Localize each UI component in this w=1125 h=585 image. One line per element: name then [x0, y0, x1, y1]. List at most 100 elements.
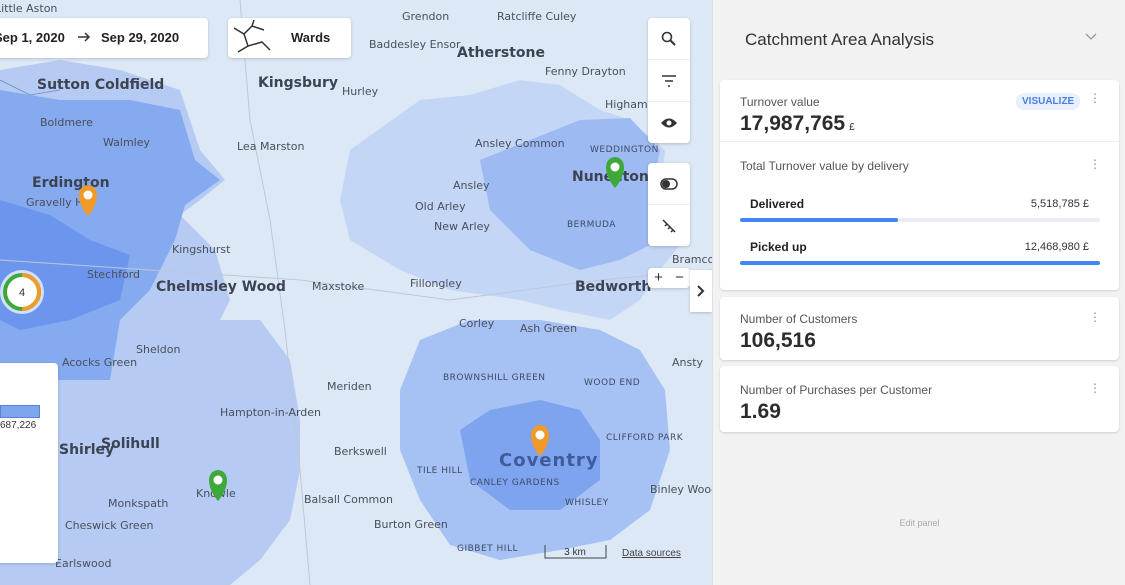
map-label: Maxstoke — [312, 280, 364, 293]
side-panel: Catchment Area Analysis Turnover value V… — [712, 0, 1125, 585]
map-label: Binley Wood — [650, 483, 712, 496]
map-label: CLIFFORD PARK — [606, 433, 684, 443]
map-label: Ansley Common — [475, 137, 565, 150]
map-label: Boldmere — [40, 116, 93, 129]
map-label: New Arley — [434, 220, 490, 233]
toggle-button[interactable] — [648, 163, 690, 205]
map-label: WHISLEY — [565, 498, 609, 508]
map-label: Monkspath — [108, 497, 168, 510]
road — [0, 259, 712, 301]
arrow-icon — [78, 32, 91, 42]
zoom-controls: + − — [648, 268, 690, 288]
map-label: Atherstone — [457, 45, 545, 61]
map: Little Aston Grendon Ratcliffe Culey Baddes… — [0, 0, 712, 585]
tool-group — [648, 18, 690, 143]
row-name: Picked up — [750, 240, 807, 254]
customers-card: Number of Customers ⋮ 106,516 — [720, 297, 1119, 360]
zoom-out[interactable]: − — [675, 269, 684, 286]
map-label: Cheswick Green — [65, 519, 153, 532]
pin-orange — [79, 185, 97, 216]
cluster[interactable]: 4 — [0, 270, 44, 314]
road — [239, 0, 311, 585]
map-label: Burton Green — [374, 518, 448, 531]
map-label: Shirley — [59, 442, 114, 458]
map-label: Sutton Coldfield — [37, 77, 164, 93]
date-filter[interactable]: Sep 1, 2020 Sep 29, 2020 — [0, 18, 208, 58]
map-label: BROWNSHILL GREEN — [443, 373, 546, 383]
map-label: Lea Marston — [237, 140, 304, 153]
pin-green — [606, 157, 624, 188]
row-name: Delivered — [750, 197, 805, 211]
pin-green — [209, 470, 227, 501]
purchases-card: Number of Purchases per Customer ⋮ 1.69 — [720, 366, 1119, 432]
map-label: Corley — [459, 317, 495, 330]
map-label: Balsall Common — [304, 493, 393, 506]
row-value: 5,518,785 £ — [1030, 198, 1089, 210]
legend-card: 687,226 — [0, 363, 58, 563]
value: 17,987,765 — [740, 112, 846, 135]
map-label: WOOD END — [584, 378, 640, 388]
menu-button[interactable]: ⋮ — [1089, 91, 1101, 105]
visualize-button[interactable]: VISUALIZE — [1016, 93, 1081, 110]
tool-group — [648, 163, 690, 246]
card-label: Number of Customers — [740, 312, 858, 326]
map-label: Grendon — [402, 10, 449, 23]
scale-bar: 3 km — [544, 545, 607, 559]
map-label: Acocks Green — [62, 356, 137, 369]
map-label: BERMUDA — [567, 220, 616, 230]
turnover-value: 17,987,765 £ — [740, 112, 855, 136]
panel-title: Catchment Area Analysis — [745, 30, 934, 49]
map-label: Hampton-in-Arden — [220, 406, 321, 419]
collapse-tab[interactable] — [690, 270, 712, 312]
search-button[interactable] — [648, 18, 690, 60]
cluster-count: 4 — [19, 287, 25, 299]
map-label: Meriden — [327, 380, 372, 393]
layer-name: Wards — [291, 30, 331, 45]
map-label: Fenny Drayton — [545, 65, 626, 78]
measure-button[interactable] — [648, 205, 690, 246]
map-label: Walmley — [103, 136, 151, 149]
filter-button[interactable] — [648, 60, 690, 102]
row-value: 12,468,980 £ — [1024, 241, 1089, 253]
map-label: Ratcliffe Culey — [497, 10, 577, 23]
map-label: Chelmsley Wood — [156, 279, 286, 295]
visibility-button[interactable] — [648, 102, 690, 143]
map-label: Earlswood — [55, 557, 111, 570]
map-label: Hurley — [342, 85, 379, 98]
map-label: Gravelly Hill — [26, 196, 93, 209]
region — [460, 400, 600, 510]
card-label: Turnover value — [740, 95, 820, 109]
edit-panel-link[interactable]: Edit panel — [899, 518, 940, 528]
map-label: Kingsbury — [258, 75, 338, 91]
map-label: Old Arley — [415, 200, 466, 213]
map-label: Baddesley Ensor — [369, 38, 461, 51]
layer-selector[interactable]: Wards — [228, 18, 351, 58]
bar-track — [740, 218, 1100, 222]
zoom-in[interactable]: + — [654, 269, 663, 286]
map-label: Ansley — [453, 179, 490, 192]
card-label: Number of Purchases per Customer — [740, 383, 933, 397]
date-to: Sep 29, 2020 — [101, 30, 180, 45]
map-label: Sheldon — [136, 343, 180, 356]
menu-button[interactable]: ⋮ — [1089, 310, 1101, 324]
map-label: Solihull — [101, 436, 160, 452]
bar-track — [740, 261, 1100, 265]
map-label: CANLEY GARDENS — [470, 478, 560, 488]
collapse-chevron[interactable] — [1085, 33, 1097, 41]
map-label: WEDDINGTON — [590, 145, 659, 155]
map-label: Little Aston — [0, 2, 57, 15]
attribution[interactable]: Data sources — [622, 548, 681, 559]
map-label: Stechford — [87, 268, 140, 281]
wards-icon — [233, 20, 271, 53]
turnover-card: Turnover value VISUALIZE ⋮ 17,987,765 £ T… — [720, 80, 1119, 290]
bar — [740, 261, 1100, 265]
menu-button[interactable]: ⋮ — [1089, 381, 1101, 395]
map-labels: Little Aston Grendon Ratcliffe Culey Baddes… — [0, 2, 712, 570]
pin-orange — [531, 425, 549, 456]
menu-button[interactable]: ⋮ — [1089, 157, 1101, 171]
scale-label: 3 km — [564, 547, 586, 558]
map-label: Fillongley — [410, 277, 462, 290]
map-label: Bedworth — [575, 279, 651, 295]
map-label: Erdington — [32, 175, 110, 191]
breakdown-label: Total Turnover value by delivery — [740, 159, 909, 173]
